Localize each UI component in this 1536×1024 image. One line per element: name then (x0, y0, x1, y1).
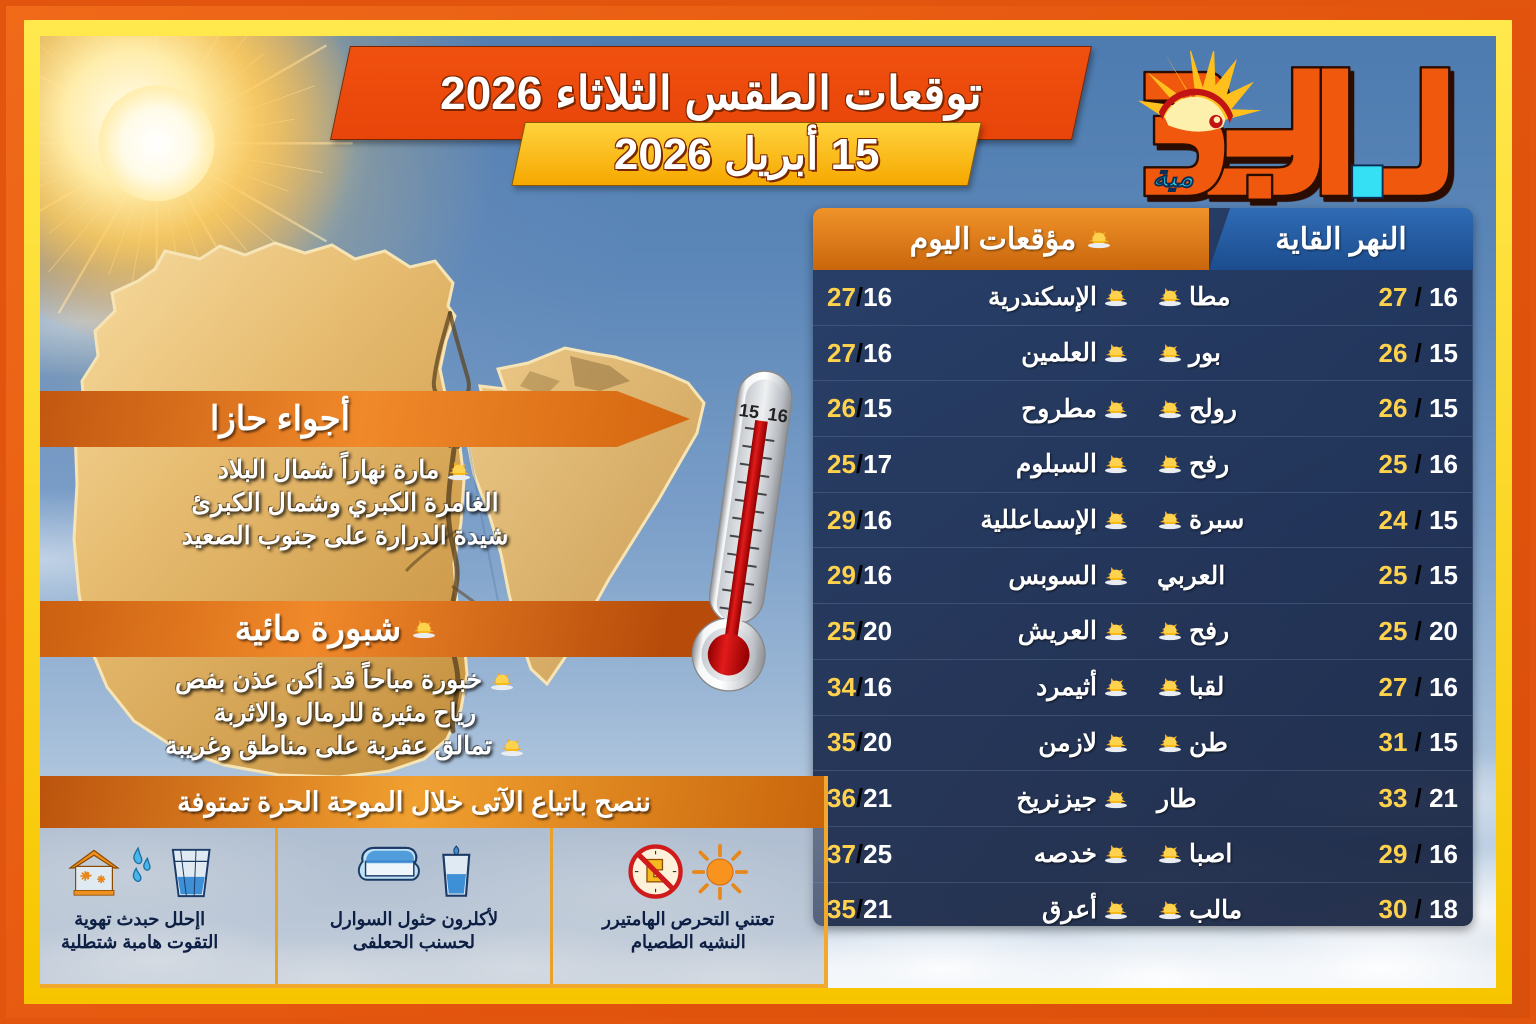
svg-text:مية: مية (1152, 159, 1195, 193)
svg-text:16: 16 (766, 404, 789, 427)
svg-text:15: 15 (738, 400, 761, 423)
